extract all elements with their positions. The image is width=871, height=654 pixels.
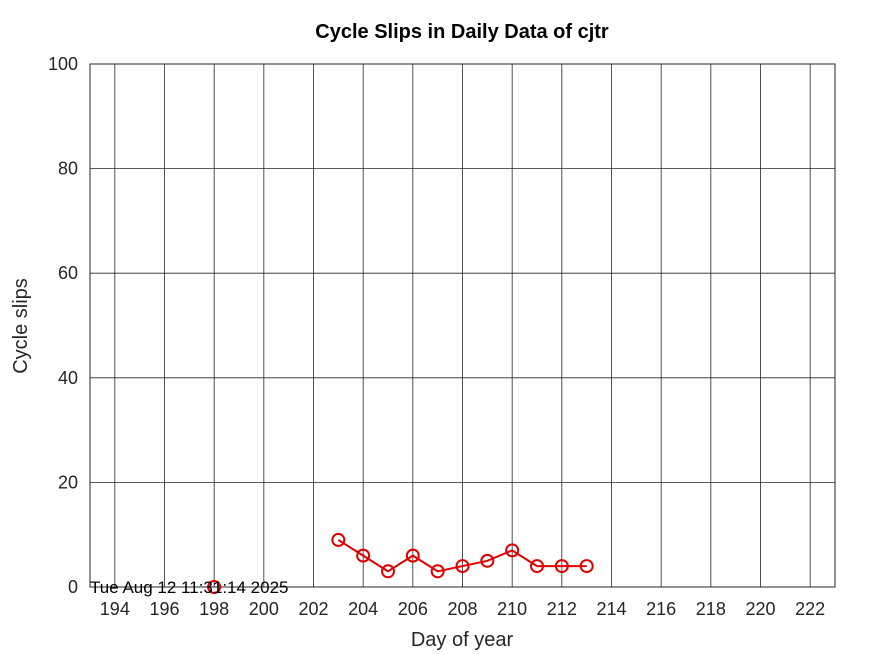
y-tick-label: 0: [68, 577, 78, 597]
x-tick-label: 214: [596, 599, 626, 619]
data-point: [455, 559, 470, 574]
data-point: [356, 548, 371, 563]
y-tick-label: 60: [58, 263, 78, 283]
x-tick-label: 206: [398, 599, 428, 619]
x-tick-label: 222: [795, 599, 825, 619]
y-tick-labels: 0 20 40 60 80 100: [48, 54, 78, 597]
grid-layer: [90, 63, 835, 588]
x-tick-label: 198: [199, 599, 229, 619]
x-tick-label: 220: [745, 599, 775, 619]
y-tick-label: 40: [58, 368, 78, 388]
data-point: [554, 559, 569, 574]
series-line: [337, 539, 587, 573]
x-tick-label: 204: [348, 599, 378, 619]
chart-title: Cycle Slips in Daily Data of cjtr: [315, 21, 609, 43]
data-point: [505, 543, 520, 558]
data-point: [579, 559, 594, 574]
x-tick-label: 208: [447, 599, 477, 619]
data-point: [430, 564, 445, 579]
series-layer: [207, 532, 594, 594]
data-point: [405, 548, 420, 563]
data-point: [480, 553, 495, 568]
y-tick-label: 20: [58, 472, 78, 492]
data-point: [207, 580, 222, 594]
x-tick-label: 194: [100, 599, 130, 619]
x-tick-label: 196: [149, 599, 179, 619]
y-axis-label: Cycle slips: [10, 278, 32, 374]
x-tick-label: 212: [547, 599, 577, 619]
x-tick-label: 218: [696, 599, 726, 619]
x-axis-label: Day of year: [411, 629, 514, 651]
x-tick-labels: 194 196 198 200 202 204 206 208 210 212 214 216 218 2…: [100, 599, 825, 619]
x-tick-label: 210: [497, 599, 527, 619]
x-tick-label: 216: [646, 599, 676, 619]
y-tick-label: 100: [48, 54, 78, 74]
data-point: [331, 532, 346, 547]
data-point: [381, 564, 395, 579]
timestamp-label: Tue Aug 12 11:31:14 2025: [90, 578, 289, 597]
data-point: [530, 559, 544, 574]
y-tick-label: 80: [58, 159, 78, 179]
x-tick-label: 202: [298, 599, 328, 619]
x-tick-label: 200: [249, 599, 279, 619]
plot-frame: [89, 63, 836, 588]
